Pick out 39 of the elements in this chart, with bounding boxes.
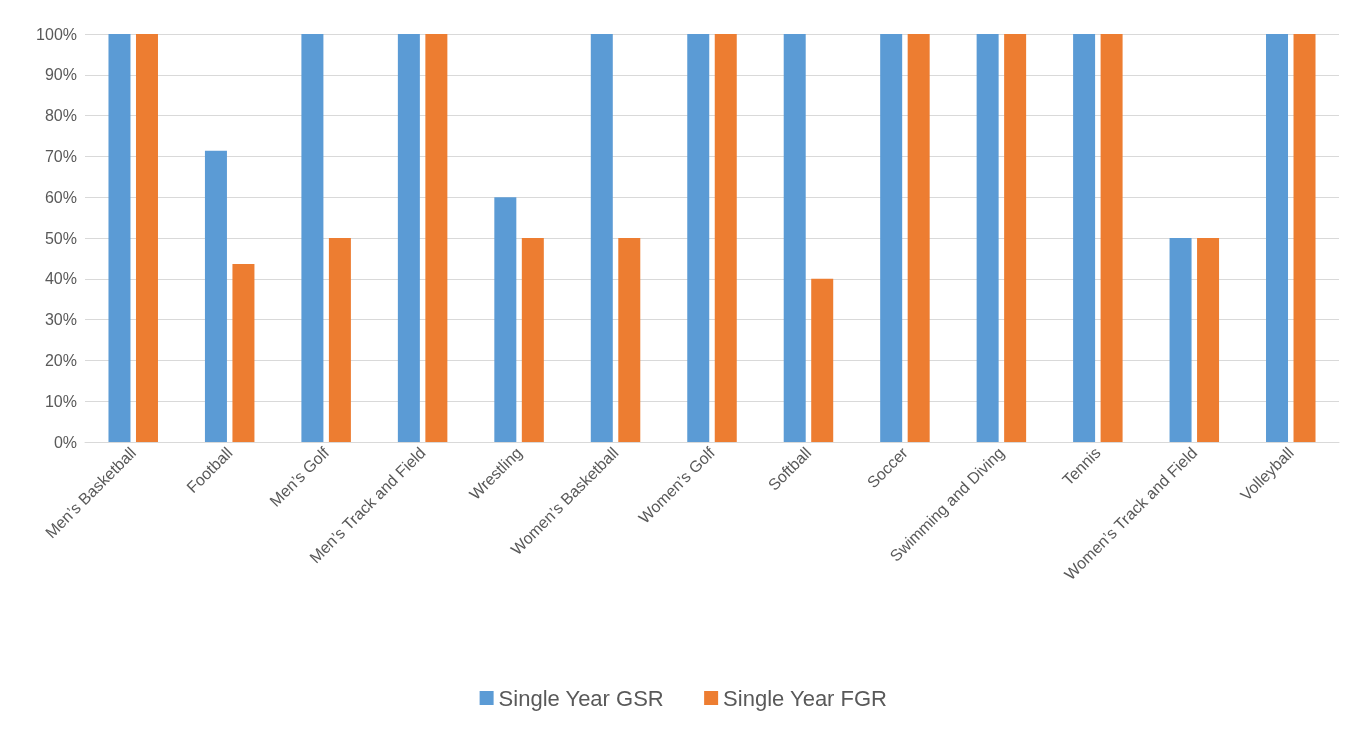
bar	[108, 34, 131, 442]
bar	[811, 278, 834, 442]
y-tick-label: 0%	[53, 433, 77, 451]
y-tick-label: 80%	[44, 107, 77, 125]
y-tick-label: 10%	[44, 392, 77, 410]
bar	[687, 34, 710, 442]
bar	[976, 34, 999, 442]
y-tick-label: 100%	[36, 25, 77, 43]
bar	[590, 34, 613, 442]
y-tick-label: 20%	[44, 351, 77, 369]
bar	[1100, 34, 1123, 442]
bar	[1073, 34, 1096, 442]
bar	[714, 34, 737, 442]
bar	[232, 264, 255, 442]
bar	[1004, 34, 1027, 442]
y-tick-label: 40%	[44, 270, 77, 288]
bar	[1169, 238, 1192, 442]
legend-label: Single Year FGR	[723, 685, 887, 711]
y-tick-label: 50%	[44, 229, 77, 247]
bar	[1293, 34, 1316, 442]
y-tick-label: 30%	[44, 311, 77, 329]
y-tick-label: 90%	[44, 66, 77, 84]
bar	[1197, 238, 1220, 442]
bar	[204, 150, 227, 442]
bar	[521, 238, 544, 442]
bar	[1266, 34, 1289, 442]
y-tick-label: 60%	[44, 188, 77, 206]
legend-label: Single Year GSR	[498, 685, 664, 711]
bar	[494, 197, 517, 442]
bar	[135, 34, 158, 442]
bar	[880, 34, 903, 442]
bar	[328, 238, 351, 442]
bar	[783, 34, 806, 442]
bar	[397, 34, 420, 442]
bar	[907, 34, 930, 442]
bar	[301, 34, 324, 442]
bar	[618, 238, 641, 442]
bar	[425, 34, 448, 442]
y-tick-label: 70%	[44, 147, 77, 165]
